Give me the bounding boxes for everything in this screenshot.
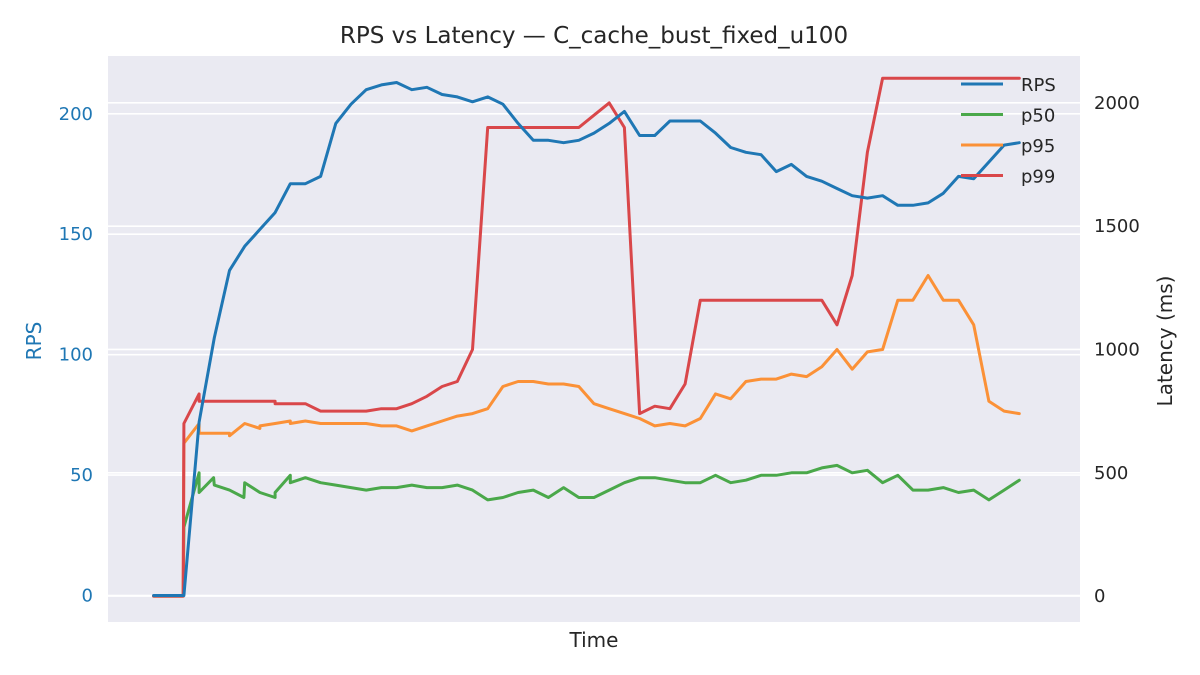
y-axis-label-left: RPS xyxy=(22,322,46,361)
series-line-rps xyxy=(152,81,1021,597)
legend-label-p99: p99 xyxy=(1021,167,1055,188)
right-tick-label: 1500 xyxy=(1094,216,1140,237)
series-lines xyxy=(152,76,1021,598)
series-line-p95 xyxy=(152,274,1021,598)
right-tick-label: 2000 xyxy=(1094,93,1140,114)
left-tick-label: 150 xyxy=(59,224,93,245)
left-tick-label: 0 xyxy=(82,586,93,607)
right-tick-label: 500 xyxy=(1094,463,1128,484)
legend-label-rps: RPS xyxy=(1021,75,1056,96)
y-axis-label-right: Latency (ms) xyxy=(1153,276,1177,407)
left-axis-ticks: 0 50 100 150 200 xyxy=(59,104,93,607)
legend-label-p50: p50 xyxy=(1021,106,1055,127)
legend-label-p95: p95 xyxy=(1021,136,1055,157)
right-axis-ticks: 0 500 1000 1500 2000 xyxy=(1094,93,1140,607)
right-tick-label: 0 xyxy=(1094,586,1105,607)
left-tick-label: 100 xyxy=(59,345,93,366)
left-tick-label: 200 xyxy=(59,104,93,125)
right-tick-label: 1000 xyxy=(1094,339,1140,360)
series-line-p99 xyxy=(152,76,1021,598)
grid-right xyxy=(108,102,1080,597)
legend: RPS p50 p95 p99 xyxy=(961,75,1056,188)
chart-title: RPS vs Latency — C_cache_bust_fixed_u100 xyxy=(340,23,848,49)
left-tick-label: 50 xyxy=(70,465,93,486)
plot-background xyxy=(108,56,1080,622)
series-line-p50 xyxy=(152,463,1021,598)
x-axis-label: Time xyxy=(569,628,619,652)
